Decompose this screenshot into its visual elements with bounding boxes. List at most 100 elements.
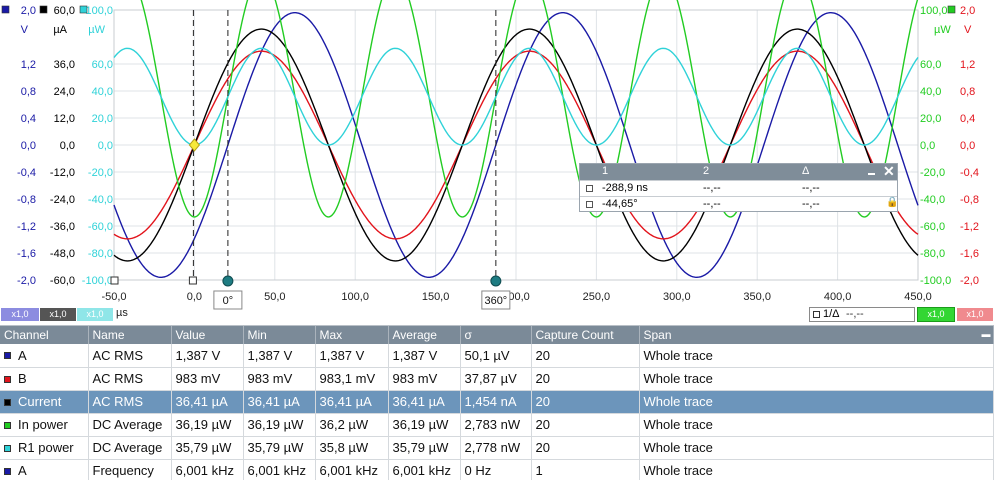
y-tick-label: -12,0 <box>50 167 75 179</box>
table-cell: 35,79 µW <box>171 436 244 460</box>
y-axis-unit: µW <box>88 24 105 36</box>
table-cell: DC Average <box>88 436 172 460</box>
column-header[interactable]: Average <box>388 326 461 344</box>
y-tick-label: -1,2 <box>960 221 979 233</box>
ruler-row-time: -288,9 ns --,-- --,-- <box>580 180 897 196</box>
table-cell: 6,001 kHz <box>243 459 316 480</box>
table-cell: Current <box>0 390 89 414</box>
table-cell: 35,79 µW <box>243 436 316 460</box>
table-row[interactable]: In power DC Average 36,19 µW 36,19 µW 36,2 µ… <box>0 413 994 437</box>
y-tick-label: 0,8 <box>21 86 36 98</box>
row-checkbox-icon[interactable] <box>586 185 593 192</box>
table-row[interactable]: Current AC RMS 36,41 µA 36,41 µA 36,41 µA 36,… <box>0 390 994 414</box>
table-cell: Whole trace <box>639 344 994 368</box>
lock-icon[interactable]: 🔒 <box>886 197 899 208</box>
y-tick-label: -20,0 <box>920 167 945 179</box>
table-cell: R1 power <box>0 436 89 460</box>
r1-power-scale-badge[interactable]: x1,0 <box>77 308 113 321</box>
axis-color-swatch[interactable] <box>947 5 956 14</box>
y-tick-label: -100,0 <box>82 275 113 287</box>
y-axis-unit: V <box>964 24 972 36</box>
column-header[interactable]: Capture Count <box>531 326 640 344</box>
ruler-measurements-panel[interactable]: 1 2 Δ ✕ -288,9 ns --,-- --,-- -44,65° --… <box>579 163 898 212</box>
current-scale-badge[interactable]: x1,0 <box>40 308 76 321</box>
ruler-handle-icon[interactable] <box>188 276 197 285</box>
table-cell: AC RMS <box>88 390 172 414</box>
table-cell: 36,19 µW <box>243 413 316 437</box>
table-cell: 1,454 nA <box>460 390 532 414</box>
table-cell: 1,387 V <box>388 344 461 368</box>
table-cell: AC RMS <box>88 344 172 368</box>
x-tick-label: 300,0 <box>663 291 691 303</box>
y-tick-label: 24,0 <box>54 86 75 98</box>
phase-ruler-handle-icon[interactable] <box>222 275 234 287</box>
rate-toggle-icon[interactable] <box>813 311 820 318</box>
scope-plot[interactable]: 2,0 1,2 0,8 0,4 0,0 -0,4 -0,8 -1,2 -1,6 -2,0 V 60,0… <box>0 0 994 325</box>
y-tick-label: 36,0 <box>54 59 75 71</box>
close-icon[interactable]: ✕ <box>883 163 895 179</box>
rate-box[interactable]: 1/Δ --,-- <box>809 307 915 322</box>
ruler-crosshair-icon <box>188 138 201 152</box>
column-header[interactable]: Name <box>88 326 172 344</box>
ruler-delta-time: --,-- <box>802 182 820 194</box>
ruler-col-2: 2 <box>703 165 710 177</box>
ruler-2-phase: --,-- <box>703 198 721 210</box>
axis-color-swatch[interactable] <box>1 5 10 14</box>
y-tick-label: -1,6 <box>960 248 979 260</box>
y-tick-label: -80,0 <box>88 248 113 260</box>
axis-color-swatch[interactable] <box>79 5 88 14</box>
x-tick-label: 50,0 <box>264 291 285 303</box>
column-header[interactable]: Value <box>171 326 244 344</box>
y-tick-label: 1,2 <box>21 59 36 71</box>
y-tick-label: -48,0 <box>50 248 75 260</box>
table-row[interactable]: A AC RMS 1,387 V 1,387 V 1,387 V 1,387 V 50,1 … <box>0 344 994 368</box>
x-tick-label: 450,0 <box>904 291 932 303</box>
column-header[interactable]: Min <box>243 326 316 344</box>
table-row[interactable]: R1 power DC Average 35,79 µW 35,79 µW 35,8 µ… <box>0 436 994 460</box>
table-cell: 0 Hz <box>460 459 532 480</box>
ruler-col-1: 1 <box>602 165 609 177</box>
phase-ruler-handle-icon[interactable] <box>490 275 502 287</box>
y-tick-label: 0,0 <box>960 140 975 152</box>
channel-name: In power <box>18 417 68 432</box>
y-tick-label: -1,6 <box>17 248 36 260</box>
y-tick-label: 0,0 <box>920 140 935 152</box>
axis-color-swatch[interactable] <box>39 5 48 14</box>
y-tick-label: 100,0 <box>85 5 113 17</box>
y-tick-label: -20,0 <box>88 167 113 179</box>
table-scroll-icon[interactable]: ▬ <box>981 329 991 339</box>
column-header[interactable]: σ <box>460 326 532 344</box>
table-cell: 2,778 nW <box>460 436 532 460</box>
row-checkbox-icon[interactable] <box>586 201 593 208</box>
column-header[interactable]: Span <box>639 326 994 344</box>
in-power-scale-badge[interactable]: x1,0 <box>917 307 955 322</box>
table-cell: 20 <box>531 344 640 368</box>
phase-label-360-box <box>481 290 511 310</box>
y-tick-label: 20,0 <box>92 113 113 125</box>
channel-a-scale-badge[interactable]: x1,0 <box>1 308 39 321</box>
y-axis-unit: µA <box>53 24 67 36</box>
table-cell: Whole trace <box>639 367 994 391</box>
ruler-1-phase: -44,65° <box>602 198 638 210</box>
y-tick-label: -2,0 <box>17 275 36 287</box>
ruler-delta-phase: --,-- <box>802 198 820 210</box>
table-row[interactable]: B AC RMS 983 mV 983 mV 983,1 mV 983 mV 37,87 µ… <box>0 367 994 391</box>
y-axis-unit: µW <box>934 24 951 36</box>
y-tick-label: 20,0 <box>920 113 941 125</box>
column-header[interactable]: Channel <box>0 326 89 344</box>
y-tick-label: 2,0 <box>21 5 36 17</box>
ruler-row-phase: -44,65° --,-- --,-- 🔒 <box>580 196 899 212</box>
table-cell: Whole trace <box>639 413 994 437</box>
ruler-panel-header[interactable]: 1 2 Δ ✕ <box>580 163 897 180</box>
ruler-handle-icon[interactable] <box>110 276 119 285</box>
table-row[interactable]: A Frequency 6,001 kHz 6,001 kHz 6,001 kHz 6,0… <box>0 459 994 480</box>
table-cell: Whole trace <box>639 459 994 480</box>
channel-b-scale-badge[interactable]: x1,0 <box>957 308 993 321</box>
table-cell: 983 mV <box>171 367 244 391</box>
y-tick-label: -60,0 <box>920 221 945 233</box>
column-header[interactable]: Max <box>315 326 389 344</box>
series-trace-r1-power <box>113 47 919 146</box>
y-tick-label: 0,4 <box>960 113 975 125</box>
minimize-icon[interactable] <box>868 173 875 175</box>
channel-color-swatch <box>4 444 11 452</box>
